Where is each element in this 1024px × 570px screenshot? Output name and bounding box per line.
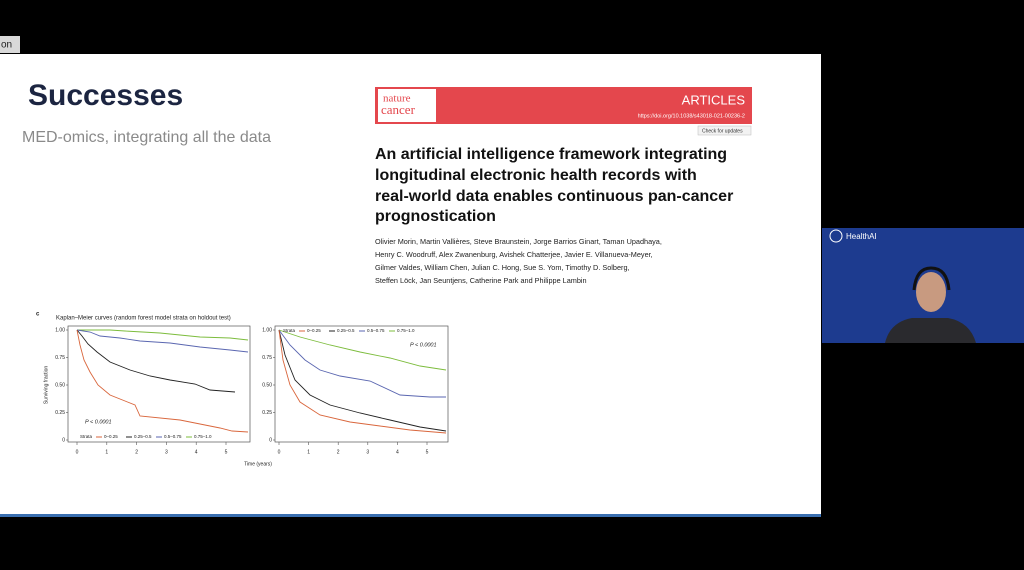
x-tick-label: 0 bbox=[278, 449, 281, 455]
speaker-body bbox=[885, 318, 976, 343]
speaker-head bbox=[916, 272, 946, 312]
slide-title: Successes bbox=[28, 79, 183, 112]
speaker-logo: HealthAI bbox=[846, 232, 877, 241]
y-tick-label: 0.50 bbox=[55, 382, 65, 388]
y-tick-label: 1.00 bbox=[262, 327, 272, 333]
x-tick-label: 4 bbox=[195, 449, 198, 455]
article-title-line: longitudinal electronic health records w… bbox=[375, 167, 697, 184]
legend-title: Strata bbox=[283, 328, 296, 333]
legend-label: 0.5–0.75 bbox=[367, 328, 385, 333]
km-curve bbox=[77, 329, 249, 341]
p-value: P < 0.0001 bbox=[85, 419, 112, 425]
legend-label: 0–0.25 bbox=[307, 328, 321, 333]
y-tick-label: 0.25 bbox=[262, 410, 272, 416]
y-tick-label: 0.25 bbox=[55, 410, 65, 416]
slide bbox=[0, 54, 821, 515]
plot-frame bbox=[274, 325, 449, 443]
p-value: P < 0.0001 bbox=[410, 342, 437, 348]
journal-bar bbox=[375, 87, 752, 124]
x-tick-label: 2 bbox=[135, 449, 138, 455]
journal-name: nature bbox=[383, 93, 411, 105]
x-tick-label: 1 bbox=[307, 449, 310, 455]
doi: https://doi.org/10.1038/s43018-021-00236… bbox=[638, 113, 745, 119]
km-plots: 0 0.25 0.50 0.75 1.00 0 1 2 3 4 5 P < 0.0001 Strata 0… bbox=[55, 325, 449, 455]
x-tick-label: 4 bbox=[396, 449, 399, 455]
km-curve bbox=[76, 329, 236, 393]
legend-label: 0.5–0.75 bbox=[164, 434, 182, 439]
journal-logo-box bbox=[378, 89, 436, 122]
x-tick-label: 2 bbox=[337, 449, 340, 455]
y-tick-label: 0 bbox=[269, 437, 272, 443]
y-axis-label: Surviving fraction bbox=[43, 366, 49, 405]
authors: Olivier Morin, Martin Vallières, Steve B… bbox=[375, 237, 662, 285]
article-title-line: real-world data enables continuous pan-c… bbox=[375, 188, 733, 205]
plot-frame bbox=[67, 325, 251, 443]
y-tick-label: 0.75 bbox=[262, 355, 272, 361]
km-curve bbox=[278, 329, 446, 398]
x-tick-label: 3 bbox=[165, 449, 168, 455]
article-title-line: An artificial intelligence framework int… bbox=[375, 146, 727, 163]
y-tick-label: 1.00 bbox=[55, 327, 65, 333]
legend-label: 0.75–1.0 bbox=[397, 328, 415, 333]
km-curve bbox=[278, 329, 447, 434]
curves bbox=[76, 329, 447, 434]
article-title: An artificial intelligence framework int… bbox=[375, 146, 733, 225]
x-tick-label: 0 bbox=[76, 449, 79, 455]
km-curve bbox=[76, 329, 249, 353]
legend-title: Strata bbox=[80, 434, 93, 439]
y-tick-label: 0.50 bbox=[262, 382, 272, 388]
legend-label: 0–0.25 bbox=[104, 434, 118, 439]
headphones bbox=[912, 266, 951, 291]
x-tick-label: 1 bbox=[105, 449, 108, 455]
article-title-line: prognostication bbox=[375, 208, 496, 225]
x-axis-label: Time (years) bbox=[244, 461, 272, 467]
figure-panel: c bbox=[36, 312, 40, 318]
update-badge-label: Check for updates bbox=[702, 128, 743, 134]
x-tick-label: 3 bbox=[366, 449, 369, 455]
x-tick-label: 5 bbox=[225, 449, 228, 455]
km-curve bbox=[278, 329, 447, 371]
y-tick-label: 0 bbox=[62, 437, 65, 443]
article-section: ARTICLES bbox=[682, 92, 746, 107]
logo-icon bbox=[829, 229, 843, 243]
legend-label: 0.75–1.0 bbox=[194, 434, 212, 439]
figure-title: Kaplan–Meier curves (random forest model… bbox=[56, 316, 231, 322]
slide-subtitle: MED-omics, integrating all the data bbox=[22, 129, 271, 146]
legend-label: 0.25–0.5 bbox=[134, 434, 152, 439]
legend-label: 0.25–0.5 bbox=[337, 328, 355, 333]
update-badge bbox=[697, 125, 752, 136]
y-tick-label: 0.75 bbox=[55, 355, 65, 361]
author-line: Olivier Morin, Martin Vallières, Steve B… bbox=[375, 237, 662, 246]
x-tick-label: 5 bbox=[426, 449, 429, 455]
slide-footer-bar bbox=[0, 514, 821, 517]
author-line: Steffen Löck, Jan Seuntjens, Catherine P… bbox=[375, 276, 587, 285]
km-curve bbox=[278, 329, 447, 432]
journal-name: cancer bbox=[381, 102, 416, 117]
author-line: Gilmer Valdes, William Chen, Julian C. H… bbox=[375, 263, 630, 272]
author-line: Henry C. Woodruff, Alex Zwanenburg, Avis… bbox=[375, 250, 653, 259]
overlay-label: on bbox=[1, 40, 12, 51]
overlay-tab bbox=[0, 36, 20, 53]
km-curve bbox=[76, 329, 249, 433]
